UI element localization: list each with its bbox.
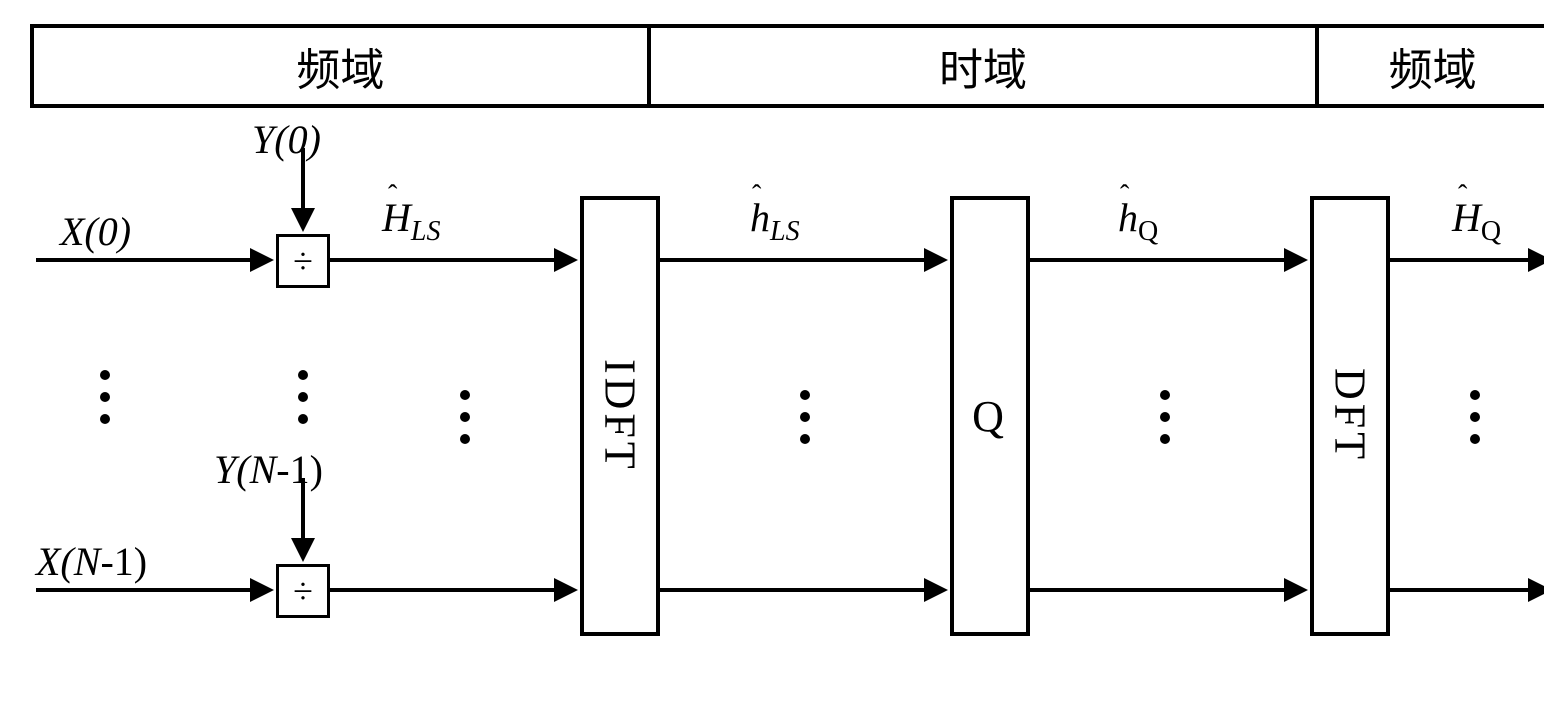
vdots-2 (298, 370, 308, 424)
header-cell-time: 时域 (651, 28, 1319, 104)
yN1-label: Y(N-1) (214, 446, 323, 493)
y0-label: Y(0) (252, 116, 321, 163)
idft-block: IDFT (580, 196, 660, 636)
vdots-3 (460, 390, 470, 444)
divide-symbol: ÷ (293, 240, 313, 282)
header-cell-freq2: 频域 (1319, 28, 1544, 104)
h-Q-hat-label: ˆ hQ (1118, 194, 1158, 248)
vdots-1 (100, 370, 110, 424)
H-LS-hat-label: ˆ HLS (382, 194, 440, 248)
divide-box-bottom: ÷ (276, 564, 330, 618)
vdots-6 (1470, 390, 1480, 444)
q-label: Q (972, 391, 1008, 442)
header-label-3: 频域 (1389, 34, 1477, 98)
H-Q-hat-label: ˆ HQ (1452, 194, 1501, 248)
header-label-2: 时域 (939, 34, 1027, 98)
dft-label: DFT (1325, 368, 1376, 463)
vdots-4 (800, 390, 810, 444)
q-block: Q (950, 196, 1030, 636)
diagram-container: 频域 时域 频域 ÷ ÷ (20, 20, 1544, 692)
divide-box-top: ÷ (276, 234, 330, 288)
xN1-label: X(N-1) (36, 538, 147, 585)
idft-label: IDFT (595, 359, 646, 473)
vdots-5 (1160, 390, 1170, 444)
dft-block: DFT (1310, 196, 1390, 636)
header-cell-freq1: 频域 (34, 28, 651, 104)
h-LS-hat-label: ˆ hLS (750, 194, 800, 248)
x0-label: X(0) (60, 208, 131, 255)
header-label-1: 频域 (296, 34, 384, 98)
divide-symbol: ÷ (293, 570, 313, 612)
domain-header-table: 频域 时域 频域 (30, 24, 1544, 108)
